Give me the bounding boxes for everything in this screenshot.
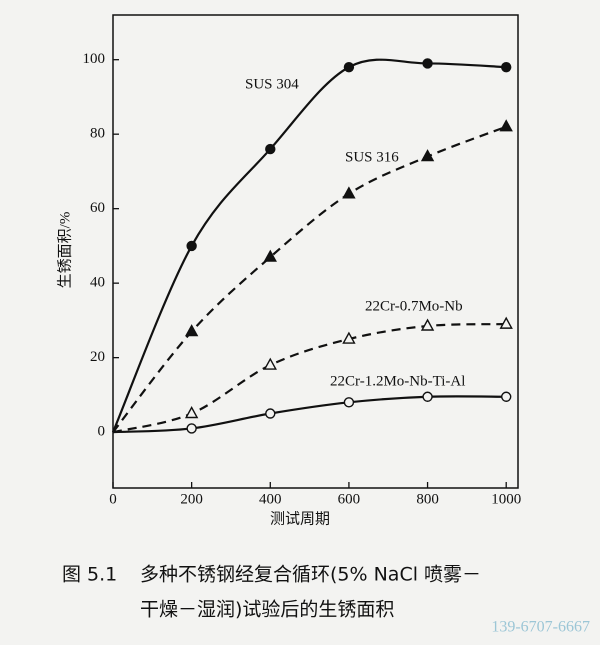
y-tick-label: 0: [98, 424, 106, 440]
marker: [263, 249, 277, 262]
y-axis-label: 生锈面积/%: [56, 212, 73, 289]
marker: [184, 324, 199, 337]
series-label: SUS 304: [245, 76, 299, 92]
x-axis-label: 测试周期: [270, 510, 330, 527]
x-tick-label: 1000: [491, 491, 521, 507]
marker: [265, 143, 276, 155]
x-tick-label: 200: [180, 491, 203, 507]
marker: [420, 318, 435, 331]
marker: [342, 331, 356, 344]
marker: [265, 408, 276, 419]
caption-number: 图 5.1: [62, 564, 117, 586]
y-tick-label: 80: [90, 126, 105, 142]
y-tick-label: 100: [83, 51, 106, 67]
marker: [263, 357, 277, 370]
marker: [501, 61, 512, 73]
marker: [499, 119, 513, 132]
series-line: [112, 395, 507, 434]
marker: [420, 149, 435, 162]
x-tick-label: 0: [109, 491, 117, 507]
y-tick-label: 60: [90, 200, 105, 216]
marker: [501, 391, 512, 402]
marker: [499, 316, 513, 329]
marker: [422, 391, 433, 402]
y-tick-label: 40: [90, 275, 105, 291]
caption-line: 干燥－湿润)试验后的生锈面积: [140, 599, 394, 621]
x-tick-label: 400: [259, 491, 282, 507]
marker: [422, 58, 433, 69]
series-label: SUS 316: [345, 149, 399, 165]
plot-frame: [112, 14, 519, 489]
marker: [343, 397, 355, 408]
series-label: 22Cr-1.2Mo-Nb-Ti-Al: [330, 373, 465, 389]
marker: [186, 423, 197, 434]
marker: [184, 406, 199, 419]
marker: [343, 61, 355, 73]
x-tick-label: 600: [338, 491, 361, 507]
y-tick-label: 20: [90, 349, 105, 365]
series-label: 22Cr-0.7Mo-Nb: [365, 298, 463, 314]
caption-line: 多种不锈钢经复合循环(5% NaCl 喷雾－: [140, 564, 481, 586]
marker: [342, 186, 356, 199]
marker: [186, 240, 197, 252]
watermark: 139-6707-6667: [491, 619, 590, 636]
x-tick-label: 800: [416, 491, 439, 507]
